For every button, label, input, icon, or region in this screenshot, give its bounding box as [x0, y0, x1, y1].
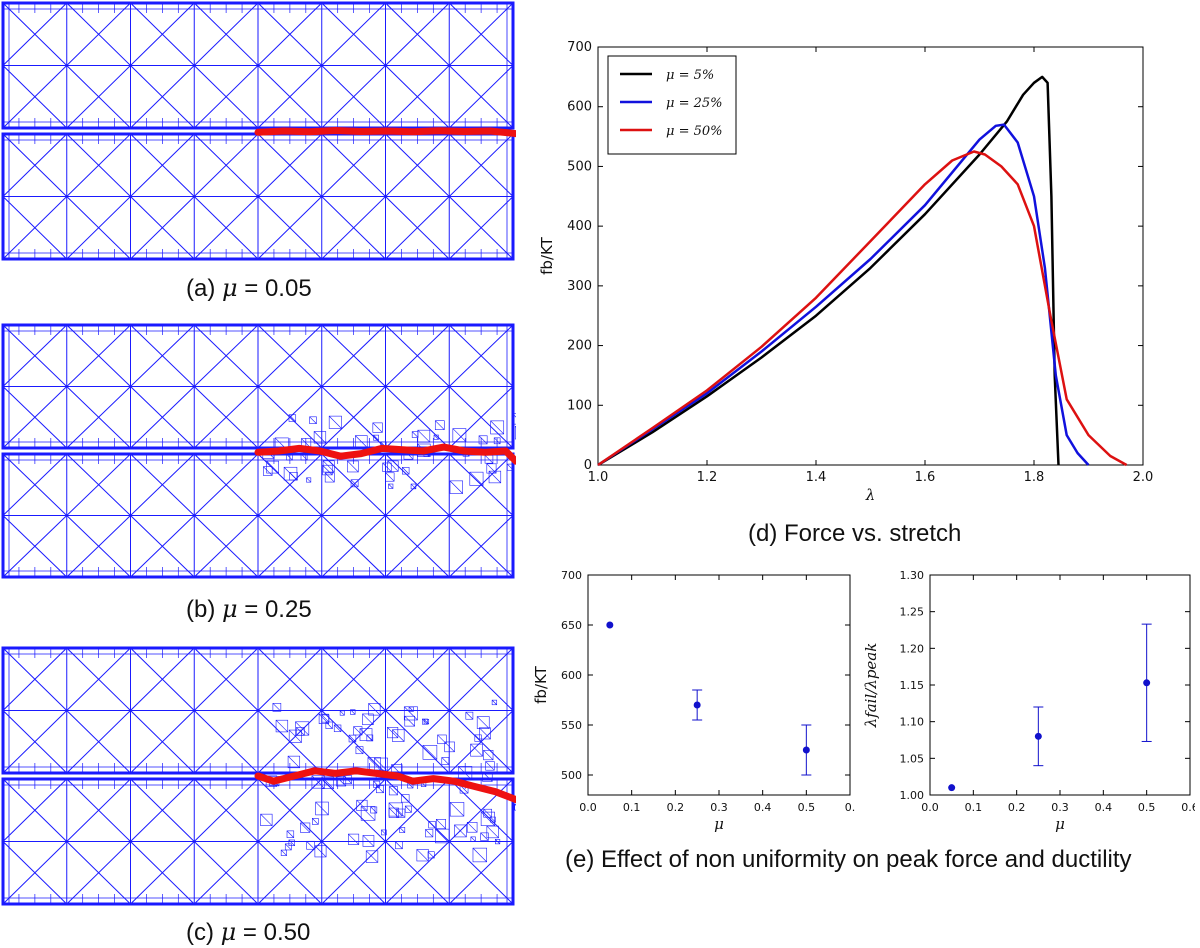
x-tick-label: 0.3: [710, 801, 728, 814]
caption-a: (a) μ = 0.05: [186, 274, 312, 303]
y-tick-label: 650: [561, 619, 582, 632]
caption-a-mu: μ: [222, 274, 238, 302]
series-line-1: [597, 123, 1090, 467]
y-axis-label: fb/KT: [532, 665, 550, 704]
crack-path: [254, 767, 516, 804]
mesh-lines: [1, 1, 515, 261]
x-tick-label: 0.5: [1138, 801, 1156, 814]
x-tick-label: 1.2: [697, 470, 718, 485]
peak-force-chart: 0.0 0.1 0.2 0.3 0.4 0.5 0. 500 550 600 650 700 μ fb/K…: [532, 569, 856, 833]
y-tick-label: 200: [567, 339, 592, 354]
x-tick-label: 0.3: [1051, 801, 1069, 814]
y-tick-label: 500: [561, 769, 582, 782]
caption-a-value: = 0.05: [237, 275, 312, 302]
legend-label-1: μ = 25%: [666, 96, 723, 111]
series-line-0: [597, 75, 1060, 467]
y-axis-label: fb/KT: [538, 236, 556, 275]
mesh-panel-b: [0, 322, 516, 580]
x-tick-label: 0.4: [754, 801, 772, 814]
x-tick-label: 0.2: [1008, 801, 1025, 814]
x-axis-label: μ: [1055, 815, 1065, 833]
caption-b: (b) μ = 0.25: [186, 595, 312, 624]
x-tick-label: 1.0: [588, 470, 609, 485]
x-axis-label: μ: [714, 815, 724, 833]
plot-frame: [929, 574, 1191, 796]
chart-e-caption: (e) Effect of non uniformity on peak for…: [565, 846, 1132, 873]
crack-path: [254, 127, 516, 138]
caption-c-mu: μ: [220, 918, 237, 946]
y-tick-label: 300: [567, 279, 592, 294]
chart-d-caption: (d) Force vs. stretch: [748, 520, 962, 547]
mesh-lines: [1, 646, 515, 906]
y-tick-label: 1.00: [900, 789, 925, 802]
x-tick-label: 1.4: [806, 470, 827, 485]
y-tick-label: 1.25: [900, 606, 925, 619]
crack-path: [254, 443, 516, 465]
x-tick-label: 0.2: [667, 801, 685, 814]
caption-c-prefix: (c): [186, 919, 221, 946]
x-tick-label: 0.5: [798, 801, 816, 814]
force-stretch-chart: 1.0 1.2 1.4 1.6 1.8 2.0 0 100 200 300 400 500 600 700…: [538, 40, 1154, 504]
x-tick-label: 0.1: [623, 801, 641, 814]
y-tick-label: 700: [561, 569, 582, 582]
data-point: [1034, 732, 1042, 740]
caption-c: (c) μ = 0.50: [186, 918, 310, 947]
x-tick-label: 0.1: [965, 801, 983, 814]
x-tick-label: 0.0: [921, 801, 939, 814]
y-tick-label: 0: [584, 458, 592, 473]
legend-box: [607, 55, 737, 155]
y-tick-label: 1.05: [900, 752, 925, 765]
legend: μ = 5% μ = 25% μ = 50%: [607, 55, 737, 155]
x-tick-label: 0.6: [1181, 801, 1195, 814]
data-point: [693, 701, 701, 709]
mesh-b: [1, 323, 516, 579]
y-tick-label: 600: [561, 669, 582, 682]
data-point: [1143, 679, 1151, 687]
x-tick-label: 0.0: [579, 801, 597, 814]
y-tick-label: 500: [567, 159, 592, 174]
y-tick-label: 100: [567, 398, 592, 413]
refined-region: [262, 413, 516, 494]
legend-label-0: μ = 5%: [666, 68, 714, 83]
caption-c-value: = 0.50: [236, 919, 311, 946]
plot-frame: [597, 46, 1144, 466]
mesh-panel-a: [0, 0, 516, 262]
y-tick-label: 1.10: [900, 716, 925, 729]
x-axis-label: λ: [865, 486, 876, 504]
x-tick-label: 0.4: [1095, 801, 1113, 814]
y-tick-label: 700: [567, 40, 592, 55]
data-point: [606, 621, 614, 629]
mesh-lines: [1, 323, 515, 579]
y-axis-label: λfail/λpeak: [862, 643, 880, 729]
y-tick-label: 1.15: [900, 679, 925, 692]
plot-frame: [587, 574, 851, 796]
caption-b-mu: μ: [222, 595, 238, 623]
x-tick-label: 0.: [845, 801, 856, 814]
y-tick-label: 1.30: [900, 569, 925, 582]
mesh-a: [1, 1, 516, 261]
x-tick-label: 1.8: [1024, 470, 1045, 485]
y-tick-label: 400: [567, 219, 592, 234]
refined-region: [260, 699, 516, 863]
mesh-c: [1, 646, 516, 906]
caption-a-prefix: (a): [186, 275, 222, 302]
x-tick-label: 1.6: [915, 470, 936, 485]
x-tick-label: 2.0: [1133, 470, 1154, 485]
y-tick-label: 1.20: [900, 642, 925, 655]
y-tick-label: 600: [567, 100, 592, 115]
data-point: [948, 784, 956, 792]
data-point: [802, 746, 810, 754]
caption-b-prefix: (b): [186, 596, 222, 623]
legend-label-2: μ = 50%: [666, 124, 723, 139]
caption-b-value: = 0.25: [237, 596, 312, 623]
series-line-2: [597, 150, 1128, 467]
mesh-panel-c: [0, 645, 516, 907]
ductility-chart: 0.0 0.1 0.2 0.3 0.4 0.5 0.6 1.00 1.05 1.10 1.15 1.2…: [862, 569, 1195, 833]
y-tick-label: 550: [561, 719, 582, 732]
